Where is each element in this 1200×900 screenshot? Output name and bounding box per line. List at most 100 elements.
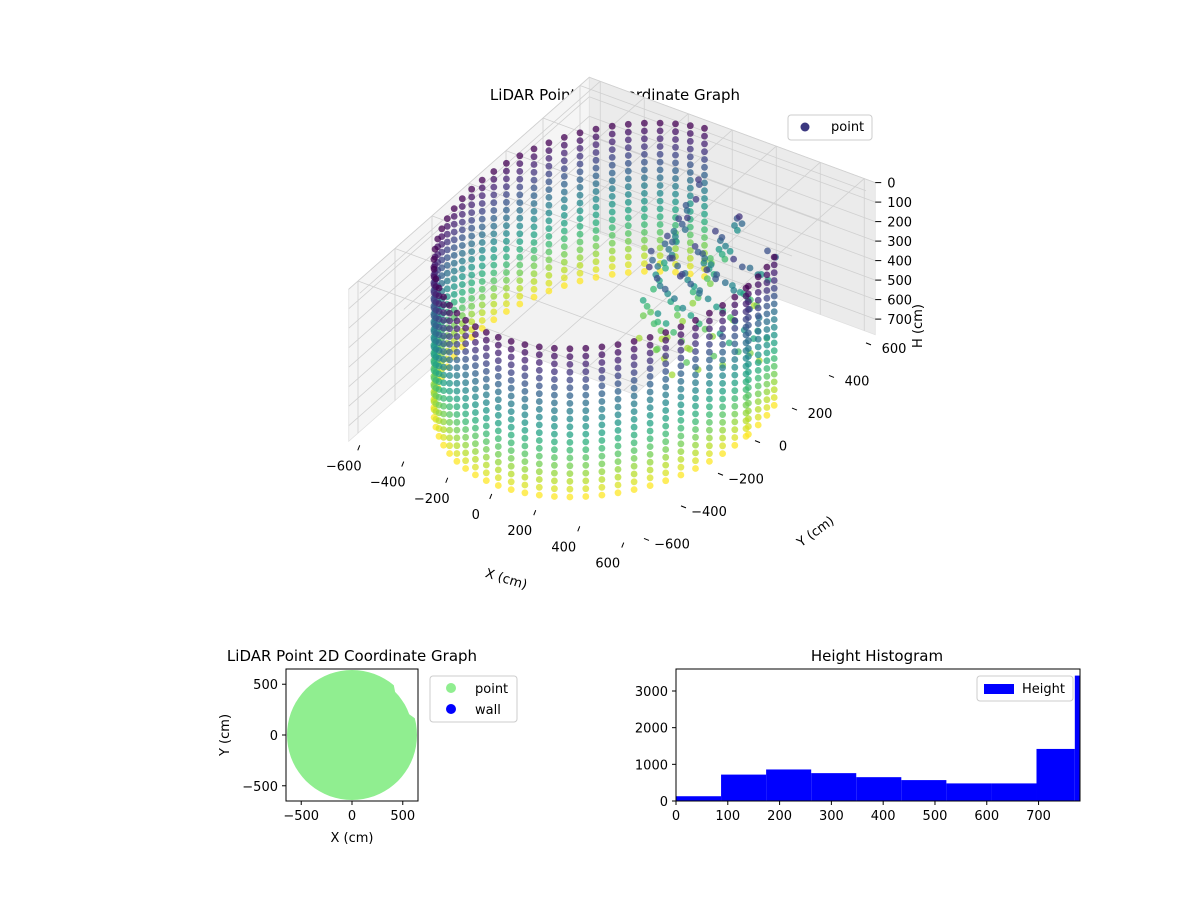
point xyxy=(742,300,750,308)
point xyxy=(643,302,651,310)
point xyxy=(701,140,708,148)
point xyxy=(462,402,469,410)
point xyxy=(468,193,476,201)
point xyxy=(545,279,553,287)
point xyxy=(453,372,461,379)
point xyxy=(701,187,708,195)
point xyxy=(582,415,590,422)
x-tick xyxy=(357,445,361,451)
z-tick-label: 0 xyxy=(887,177,895,192)
point xyxy=(672,143,679,151)
point xyxy=(490,285,498,292)
point xyxy=(478,278,486,285)
point xyxy=(490,253,498,261)
point xyxy=(641,244,648,252)
point xyxy=(656,282,664,290)
point xyxy=(560,266,568,274)
point xyxy=(763,372,771,380)
point xyxy=(432,275,440,283)
point xyxy=(521,403,529,411)
point xyxy=(516,175,524,183)
point xyxy=(614,434,622,442)
point xyxy=(624,120,632,128)
point xyxy=(713,303,720,311)
point xyxy=(754,367,762,374)
point xyxy=(656,252,664,260)
point xyxy=(560,188,568,196)
point xyxy=(560,134,568,141)
point xyxy=(494,396,502,404)
point xyxy=(670,329,677,336)
x-tick-label: 200 xyxy=(767,809,792,824)
point xyxy=(521,395,529,403)
point xyxy=(770,339,778,347)
point xyxy=(440,387,447,394)
point xyxy=(719,317,726,325)
point xyxy=(551,461,558,469)
x-tick-label: 0 xyxy=(472,508,480,523)
point xyxy=(530,270,538,278)
point xyxy=(516,168,524,175)
point xyxy=(614,419,622,426)
point xyxy=(430,265,438,273)
point xyxy=(490,214,498,222)
z-tick-label: 600 xyxy=(887,294,912,309)
point xyxy=(770,277,778,284)
point xyxy=(646,443,654,450)
point xyxy=(742,386,750,393)
point xyxy=(662,360,670,368)
point xyxy=(560,149,568,157)
x-tick-label: −200 xyxy=(414,492,450,507)
point xyxy=(530,153,538,161)
point xyxy=(686,270,694,278)
point xyxy=(443,223,451,230)
point xyxy=(503,284,510,292)
point xyxy=(468,271,476,279)
point xyxy=(516,246,524,253)
point xyxy=(453,348,461,356)
point xyxy=(592,125,600,133)
point xyxy=(608,208,616,216)
point xyxy=(608,200,616,208)
point xyxy=(450,228,458,236)
point xyxy=(646,451,654,458)
point xyxy=(763,396,771,404)
point xyxy=(468,287,476,294)
point xyxy=(468,248,476,256)
point xyxy=(521,380,529,387)
point xyxy=(692,465,699,472)
y-tick xyxy=(828,374,835,378)
histogram-frame xyxy=(675,668,1081,802)
point xyxy=(494,450,502,458)
y-tick-label: −200 xyxy=(728,472,764,487)
point xyxy=(507,377,515,384)
point xyxy=(494,474,502,482)
point xyxy=(453,442,461,450)
point xyxy=(582,454,590,461)
point xyxy=(521,341,529,348)
point xyxy=(443,285,451,293)
point xyxy=(679,304,687,312)
point xyxy=(450,259,458,267)
point xyxy=(566,392,574,399)
x-tick-label: 0 xyxy=(348,809,356,824)
point xyxy=(440,332,447,340)
point xyxy=(482,383,490,391)
point xyxy=(662,407,670,414)
point xyxy=(453,309,461,317)
point xyxy=(686,176,694,184)
point xyxy=(490,175,498,183)
point xyxy=(592,156,600,164)
point xyxy=(440,309,447,316)
point xyxy=(598,413,606,421)
point xyxy=(576,145,584,152)
point xyxy=(566,407,574,415)
point xyxy=(699,250,706,257)
point xyxy=(704,295,712,303)
point xyxy=(684,214,691,222)
point xyxy=(521,481,529,489)
point xyxy=(560,243,568,251)
x-tick-label: −600 xyxy=(326,459,362,474)
y-tick-label: 400 xyxy=(845,374,870,389)
point xyxy=(446,309,453,317)
